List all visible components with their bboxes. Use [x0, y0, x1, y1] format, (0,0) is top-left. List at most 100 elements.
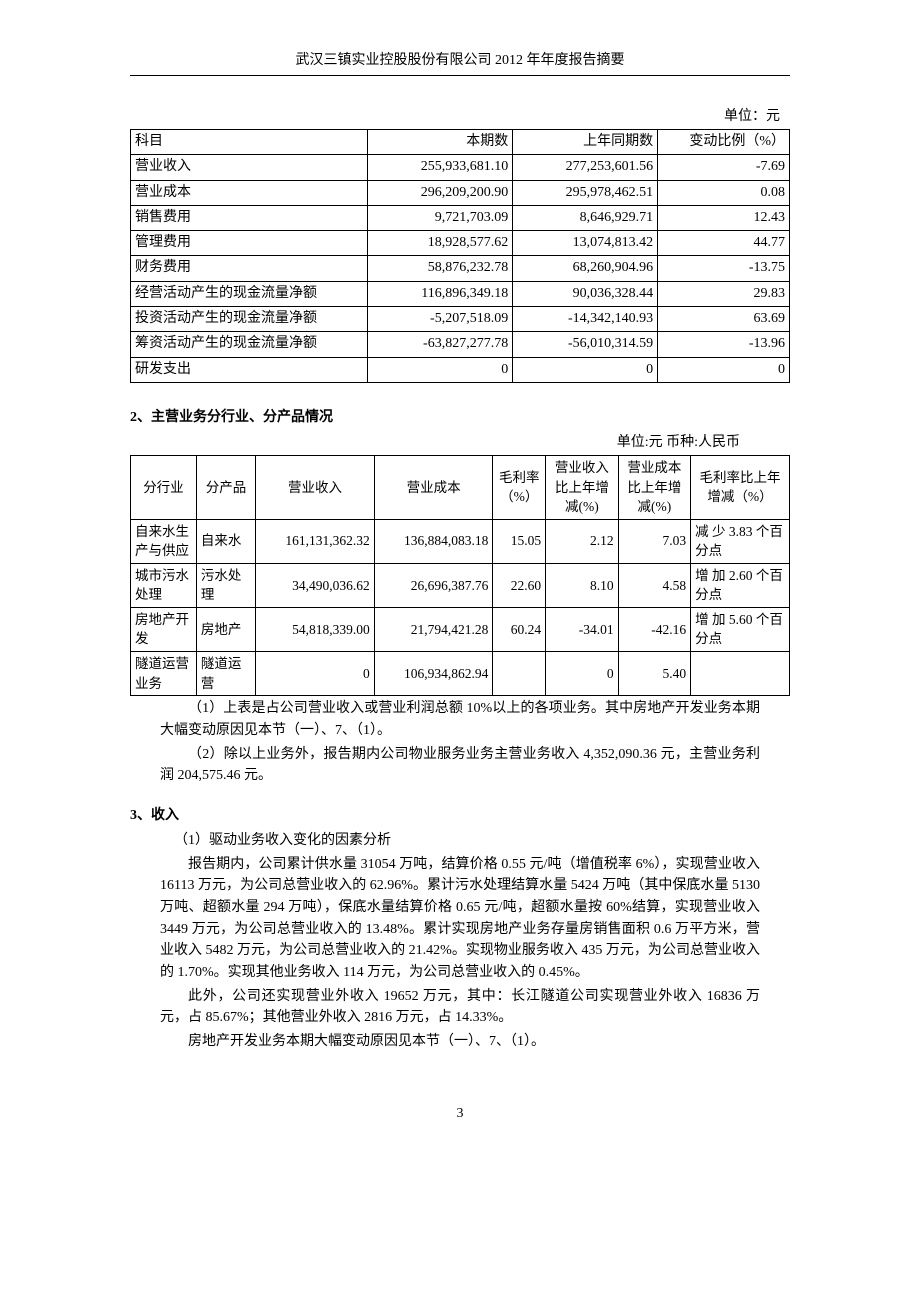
table-cell: 60.24	[493, 607, 546, 651]
table-cell: -56,010,314.59	[513, 332, 658, 357]
table-cell: 295,978,462.51	[513, 180, 658, 205]
table-cell	[691, 652, 790, 696]
table-cell: 投资活动产生的现金流量净额	[131, 307, 368, 332]
table-cell: 44.77	[658, 231, 790, 256]
table-cell: -63,827,277.78	[368, 332, 513, 357]
table-cell: 房地产	[196, 607, 255, 651]
section3-sub1: （1）驱动业务收入变化的因素分析	[160, 830, 760, 852]
table-cell: 22.60	[493, 563, 546, 607]
table-cell: 9,721,703.09	[368, 205, 513, 230]
table-row: 房地产开发房地产54,818,339.0021,794,421.2860.24-…	[131, 607, 790, 651]
table-row: 隧道运营业务隧道运营0106,934,862.9405.40	[131, 652, 790, 696]
table-cell: 营业成本	[131, 180, 368, 205]
col-current: 本期数	[368, 130, 513, 155]
table-cell: 减 少 3.83 个百分点	[691, 519, 790, 563]
table-cell: 污水处理	[196, 563, 255, 607]
col-product: 分产品	[196, 455, 255, 519]
table-row: 城市污水处理污水处理34,490,036.6226,696,387.7622.6…	[131, 563, 790, 607]
table-cell: 增 加 5.60 个百分点	[691, 607, 790, 651]
table-cell: 8,646,929.71	[513, 205, 658, 230]
table-cell: 13,074,813.42	[513, 231, 658, 256]
table-cell: 21,794,421.28	[374, 607, 493, 651]
table-cell: 隧道运营	[196, 652, 255, 696]
col-cost-change: 营业成本比上年增减(%)	[618, 455, 690, 519]
table-row: 自来水生产与供应自来水161,131,362.32136,884,083.181…	[131, 519, 790, 563]
col-cost: 营业成本	[374, 455, 493, 519]
table-cell: 城市污水处理	[131, 563, 197, 607]
table-cell: 106,934,862.94	[374, 652, 493, 696]
table-cell: 0	[546, 652, 618, 696]
table-cell: 0	[256, 652, 375, 696]
section3-p2: 此外，公司还实现营业外收入 19652 万元，其中：长江隧道公司实现营业外收入 …	[160, 986, 760, 1029]
table-cell: -13.75	[658, 256, 790, 281]
col-industry: 分行业	[131, 455, 197, 519]
table-row: 销售费用9,721,703.098,646,929.7112.43	[131, 205, 790, 230]
table-cell: 26,696,387.76	[374, 563, 493, 607]
table-cell: 63.69	[658, 307, 790, 332]
table-cell: 2.12	[546, 519, 618, 563]
table-header-row: 科目 本期数 上年同期数 变动比例（%）	[131, 130, 790, 155]
col-change: 变动比例（%）	[658, 130, 790, 155]
table-cell: 54,818,339.00	[256, 607, 375, 651]
col-subject: 科目	[131, 130, 368, 155]
col-rev-change: 营业收入比上年增减(%)	[546, 455, 618, 519]
table-cell: 增 加 2.60 个百分点	[691, 563, 790, 607]
table-row: 筹资活动产生的现金流量净额-63,827,277.78-56,010,314.5…	[131, 332, 790, 357]
table-cell: 研发支出	[131, 357, 368, 382]
page-container: 武汉三镇实业控股股份有限公司 2012 年年度报告摘要 单位：元 科目 本期数 …	[0, 0, 920, 1184]
table-cell: 90,036,328.44	[513, 281, 658, 306]
table2-note-2: （2）除以上业务外，报告期内公司物业服务业务主营业务收入 4,352,090.3…	[160, 744, 760, 787]
section3-heading: 3、收入	[130, 805, 790, 826]
table-cell: 5.40	[618, 652, 690, 696]
table-row: 营业收入255,933,681.10277,253,601.56-7.69	[131, 155, 790, 180]
table-row: 经营活动产生的现金流量净额116,896,349.1890,036,328.44…	[131, 281, 790, 306]
table-cell: -14,342,140.93	[513, 307, 658, 332]
table-cell: 8.10	[546, 563, 618, 607]
table-cell: 255,933,681.10	[368, 155, 513, 180]
financial-summary-table: 科目 本期数 上年同期数 变动比例（%） 营业收入255,933,681.102…	[130, 129, 790, 383]
business-segment-table: 分行业 分产品 营业收入 营业成本 毛利率（%） 营业收入比上年增减(%) 营业…	[130, 455, 790, 696]
col-prior: 上年同期数	[513, 130, 658, 155]
table-cell: 房地产开发	[131, 607, 197, 651]
col-revenue: 营业收入	[256, 455, 375, 519]
table-cell: 0	[658, 357, 790, 382]
table-cell: 277,253,601.56	[513, 155, 658, 180]
table1-unit-label: 单位：元	[130, 106, 780, 127]
table-cell: 12.43	[658, 205, 790, 230]
table-cell: 116,896,349.18	[368, 281, 513, 306]
table-cell: 68,260,904.96	[513, 256, 658, 281]
table-cell	[493, 652, 546, 696]
table2-unit-label: 单位:元 币种:人民币	[130, 432, 740, 453]
table-cell: 0	[368, 357, 513, 382]
table-cell: 管理费用	[131, 231, 368, 256]
table-cell: 18,928,577.62	[368, 231, 513, 256]
section3-p1: 报告期内，公司累计供水量 31054 万吨，结算价格 0.55 元/吨（增值税率…	[160, 854, 760, 984]
table-cell: -34.01	[546, 607, 618, 651]
col-margin-change: 毛利率比上年增减（%）	[691, 455, 790, 519]
table-row: 财务费用58,876,232.7868,260,904.96-13.75	[131, 256, 790, 281]
table-cell: -7.69	[658, 155, 790, 180]
table-cell: 4.58	[618, 563, 690, 607]
table-cell: -13.96	[658, 332, 790, 357]
table-cell: 58,876,232.78	[368, 256, 513, 281]
table-row: 营业成本296,209,200.90295,978,462.510.08	[131, 180, 790, 205]
table-cell: 136,884,083.18	[374, 519, 493, 563]
table-cell: 经营活动产生的现金流量净额	[131, 281, 368, 306]
table-cell: 34,490,036.62	[256, 563, 375, 607]
table-cell: 296,209,200.90	[368, 180, 513, 205]
header-rule	[130, 75, 790, 76]
table-cell: 财务费用	[131, 256, 368, 281]
table-row: 研发支出000	[131, 357, 790, 382]
table-header-row: 分行业 分产品 营业收入 营业成本 毛利率（%） 营业收入比上年增减(%) 营业…	[131, 455, 790, 519]
table-cell: 自来水生产与供应	[131, 519, 197, 563]
section2-heading: 2、主营业务分行业、分产品情况	[130, 407, 790, 428]
table-cell: -5,207,518.09	[368, 307, 513, 332]
table-row: 管理费用18,928,577.6213,074,813.4244.77	[131, 231, 790, 256]
col-margin: 毛利率（%）	[493, 455, 546, 519]
table-cell: 161,131,362.32	[256, 519, 375, 563]
page-header-title: 武汉三镇实业控股股份有限公司 2012 年年度报告摘要	[130, 50, 790, 71]
table-cell: 15.05	[493, 519, 546, 563]
table-cell: 营业收入	[131, 155, 368, 180]
table-cell: -42.16	[618, 607, 690, 651]
table-cell: 0.08	[658, 180, 790, 205]
